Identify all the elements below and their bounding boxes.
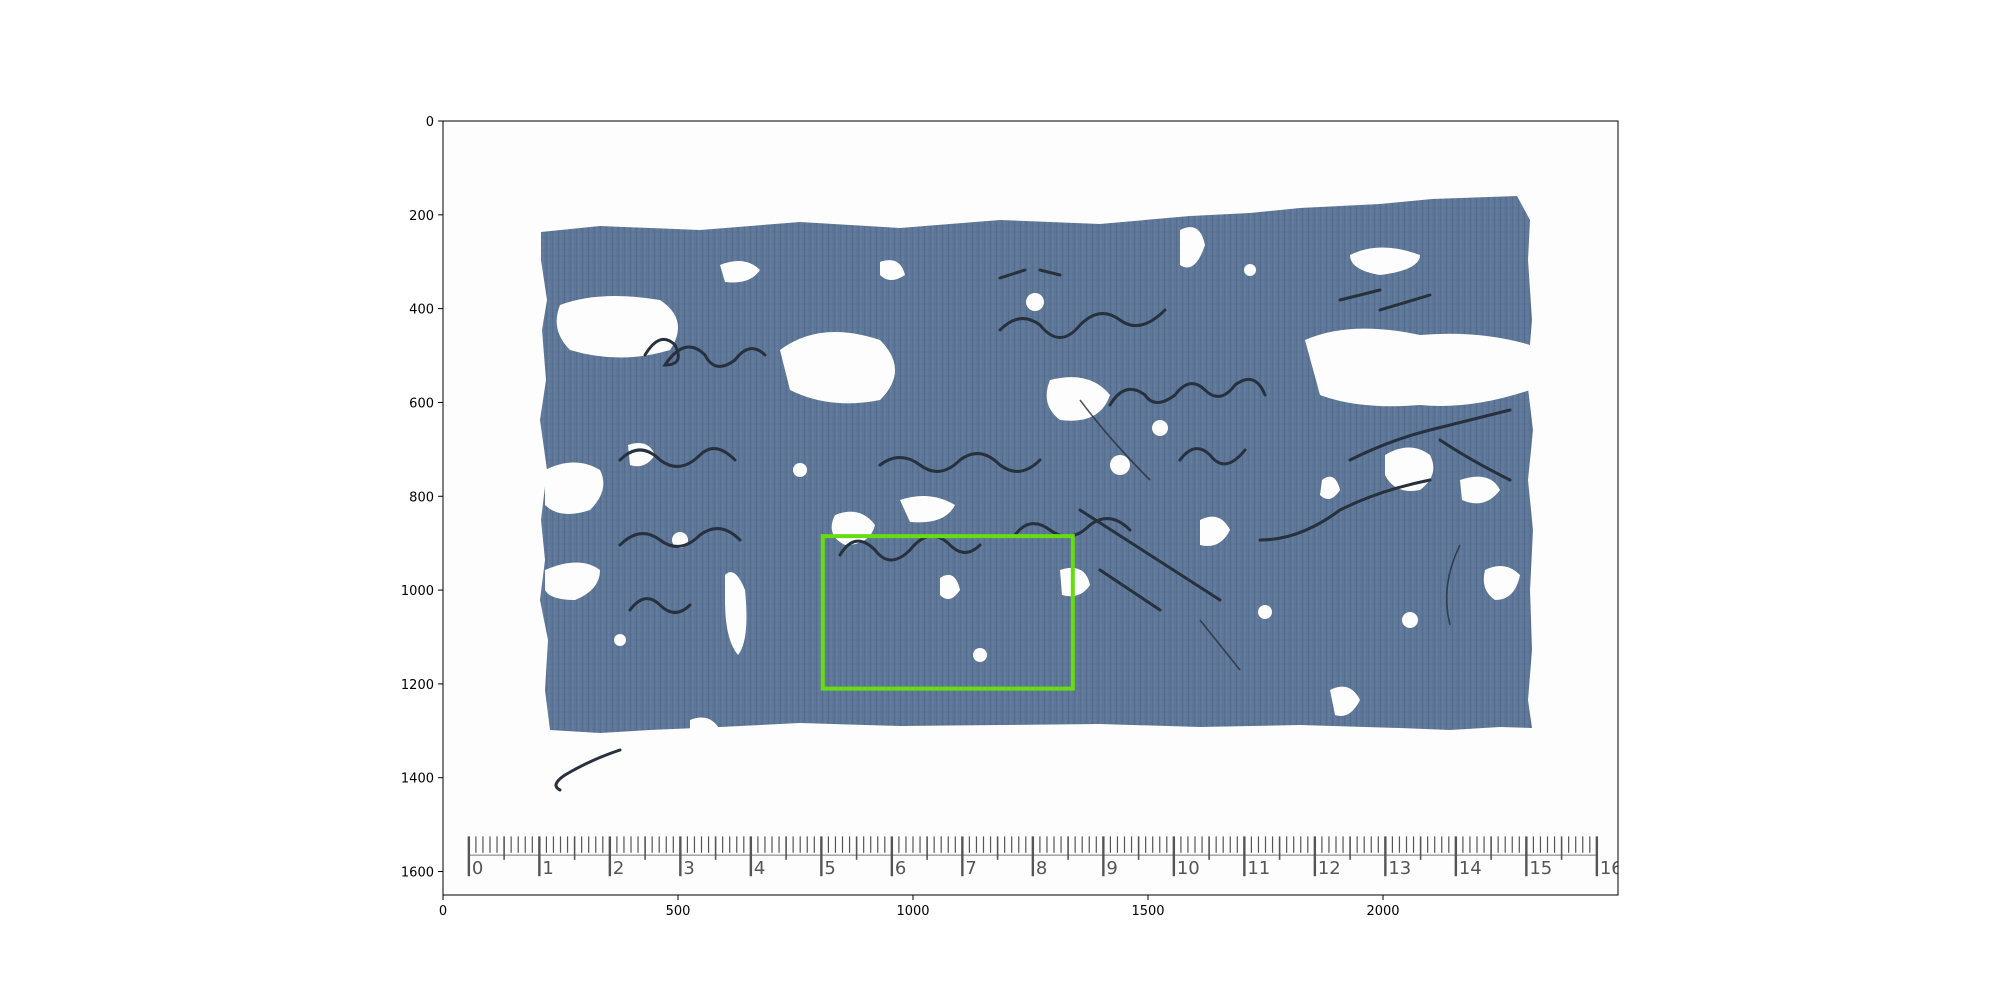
y-tick-label: 1200: [401, 678, 434, 693]
y-axis: 0 200 400 600 800 1000 1200 1400 1600: [401, 115, 443, 881]
x-tick-label: 2000: [1366, 904, 1399, 919]
highlight-box: [820, 534, 1075, 691]
ruler-label: 10: [1177, 858, 1200, 879]
x-tick-label: 500: [666, 904, 691, 919]
axes-frame: [442, 120, 1619, 896]
ruler-label: 1: [542, 858, 553, 879]
y-tick-label: 400: [409, 303, 434, 318]
ruler-label: 2: [613, 858, 624, 879]
x-tick-label: 1500: [1131, 904, 1164, 919]
y-tick-label: 800: [409, 490, 434, 505]
ruler-label: 14: [1459, 858, 1482, 879]
ruler-label: 8: [1036, 858, 1047, 879]
papyrus-image: 0 1 2 3 4 5 6 7 8 9 10 11 12 13 14 15 16: [467, 196, 1623, 879]
y-tick-label: 600: [409, 396, 434, 411]
ruler-label: 4: [754, 858, 765, 879]
y-tick-label: 0: [426, 115, 434, 130]
x-axis: 0 500 1000 1500 2000: [439, 895, 1400, 919]
ruler-label: 15: [1529, 858, 1552, 879]
y-tick-label: 1600: [401, 866, 434, 881]
y-tick-label: 1000: [401, 584, 434, 599]
x-tick-label: 0: [439, 904, 447, 919]
y-tick-label: 1400: [401, 772, 434, 787]
x-tick-label: 1000: [896, 904, 929, 919]
scale-ruler-labels: 0 1 2 3 4 5 6 7 8 9 10 11 12 13 14 15 16: [472, 858, 1623, 879]
ruler-label: 12: [1318, 858, 1341, 879]
y-tick-label: 200: [409, 209, 434, 224]
ruler-label: 0: [472, 858, 483, 879]
ruler-label: 9: [1106, 858, 1117, 879]
papyrus-holes: [545, 227, 1530, 732]
scale-ruler: [467, 836, 1599, 877]
ruler-label: 11: [1247, 858, 1270, 879]
ruler-label: 13: [1388, 858, 1411, 879]
ruler-label: 5: [824, 858, 835, 879]
ruler-label: 3: [683, 858, 694, 879]
ruler-label: 7: [965, 858, 976, 879]
ruler-label: 6: [895, 858, 906, 879]
ruler-label: 16: [1600, 858, 1623, 879]
